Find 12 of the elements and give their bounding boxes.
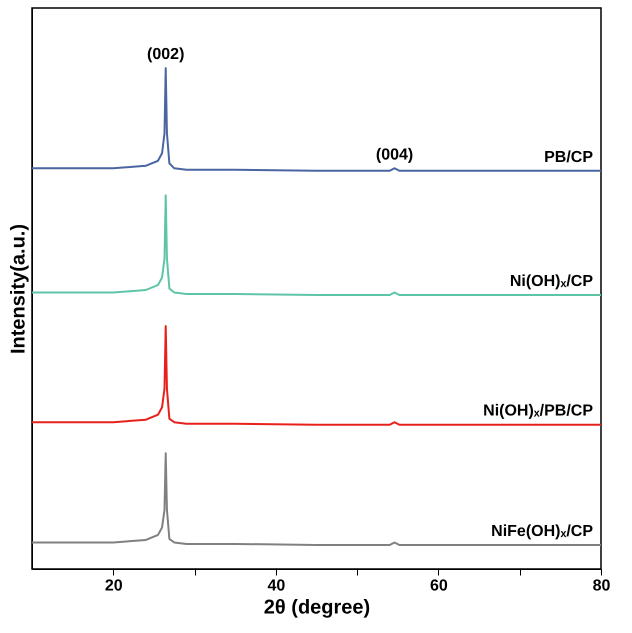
y-axis-title: Intensity(a.u.): [8, 224, 30, 354]
series-label: Ni(OH)ₓ/CP: [510, 273, 594, 290]
x-tick-label: 60: [430, 578, 448, 594]
x-tick-label: 80: [592, 578, 610, 594]
annotation: (002): [147, 46, 184, 64]
series-label: NiFe(OH)ₓ/CP: [491, 522, 594, 540]
annotation: (004): [376, 146, 414, 164]
series-label: Ni(OH)ₓ/PB/CP: [483, 402, 594, 420]
x-axis-title: 2θ (degree): [264, 596, 370, 618]
series-label: PB/CP: [544, 148, 594, 166]
x-tick-label: 20: [104, 578, 123, 594]
x-tick-label: 40: [267, 578, 286, 594]
